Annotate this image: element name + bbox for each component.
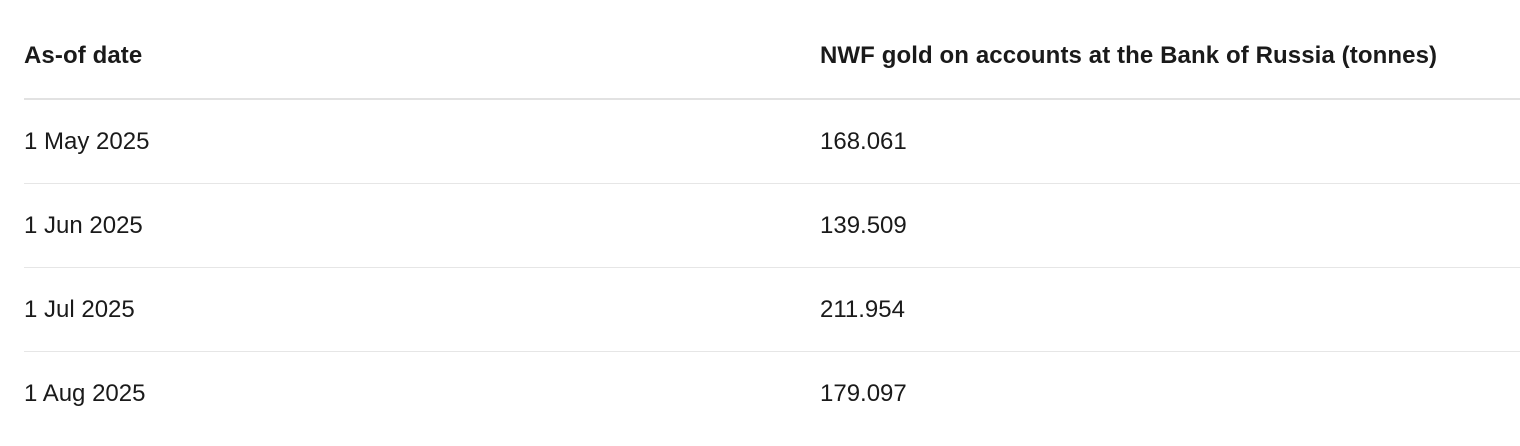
table-header-row: As-of date NWF gold on accounts at the B… bbox=[24, 14, 1520, 100]
cell-gold-tonnes: 211.954 bbox=[820, 267, 1520, 352]
table-row: 1 Jun 2025 139.509 bbox=[24, 183, 1520, 268]
table-row: 1 Jul 2025 211.954 bbox=[24, 267, 1520, 352]
cell-gold-tonnes: 139.509 bbox=[820, 183, 1520, 268]
cell-date: 1 Aug 2025 bbox=[24, 379, 146, 407]
gold-holdings-table: As-of date NWF gold on accounts at the B… bbox=[24, 14, 1520, 435]
table-row: 1 Aug 2025 179.097 bbox=[24, 352, 1520, 436]
table-row: 1 May 2025 168.061 bbox=[24, 99, 1520, 184]
data-table-container: As-of date NWF gold on accounts at the B… bbox=[24, 14, 1520, 435]
column-header-date: As-of date bbox=[24, 14, 820, 100]
cell-date: 1 May 2025 bbox=[24, 99, 820, 184]
cell-date: 1 Jun 2025 bbox=[24, 183, 820, 268]
cell-gold-tonnes: 179.097 bbox=[820, 379, 907, 407]
cell-gold-tonnes: 168.061 bbox=[820, 99, 1520, 184]
cell-date: 1 Jul 2025 bbox=[24, 267, 820, 352]
column-header-gold-tonnes: NWF gold on accounts at the Bank of Russ… bbox=[820, 14, 1520, 100]
